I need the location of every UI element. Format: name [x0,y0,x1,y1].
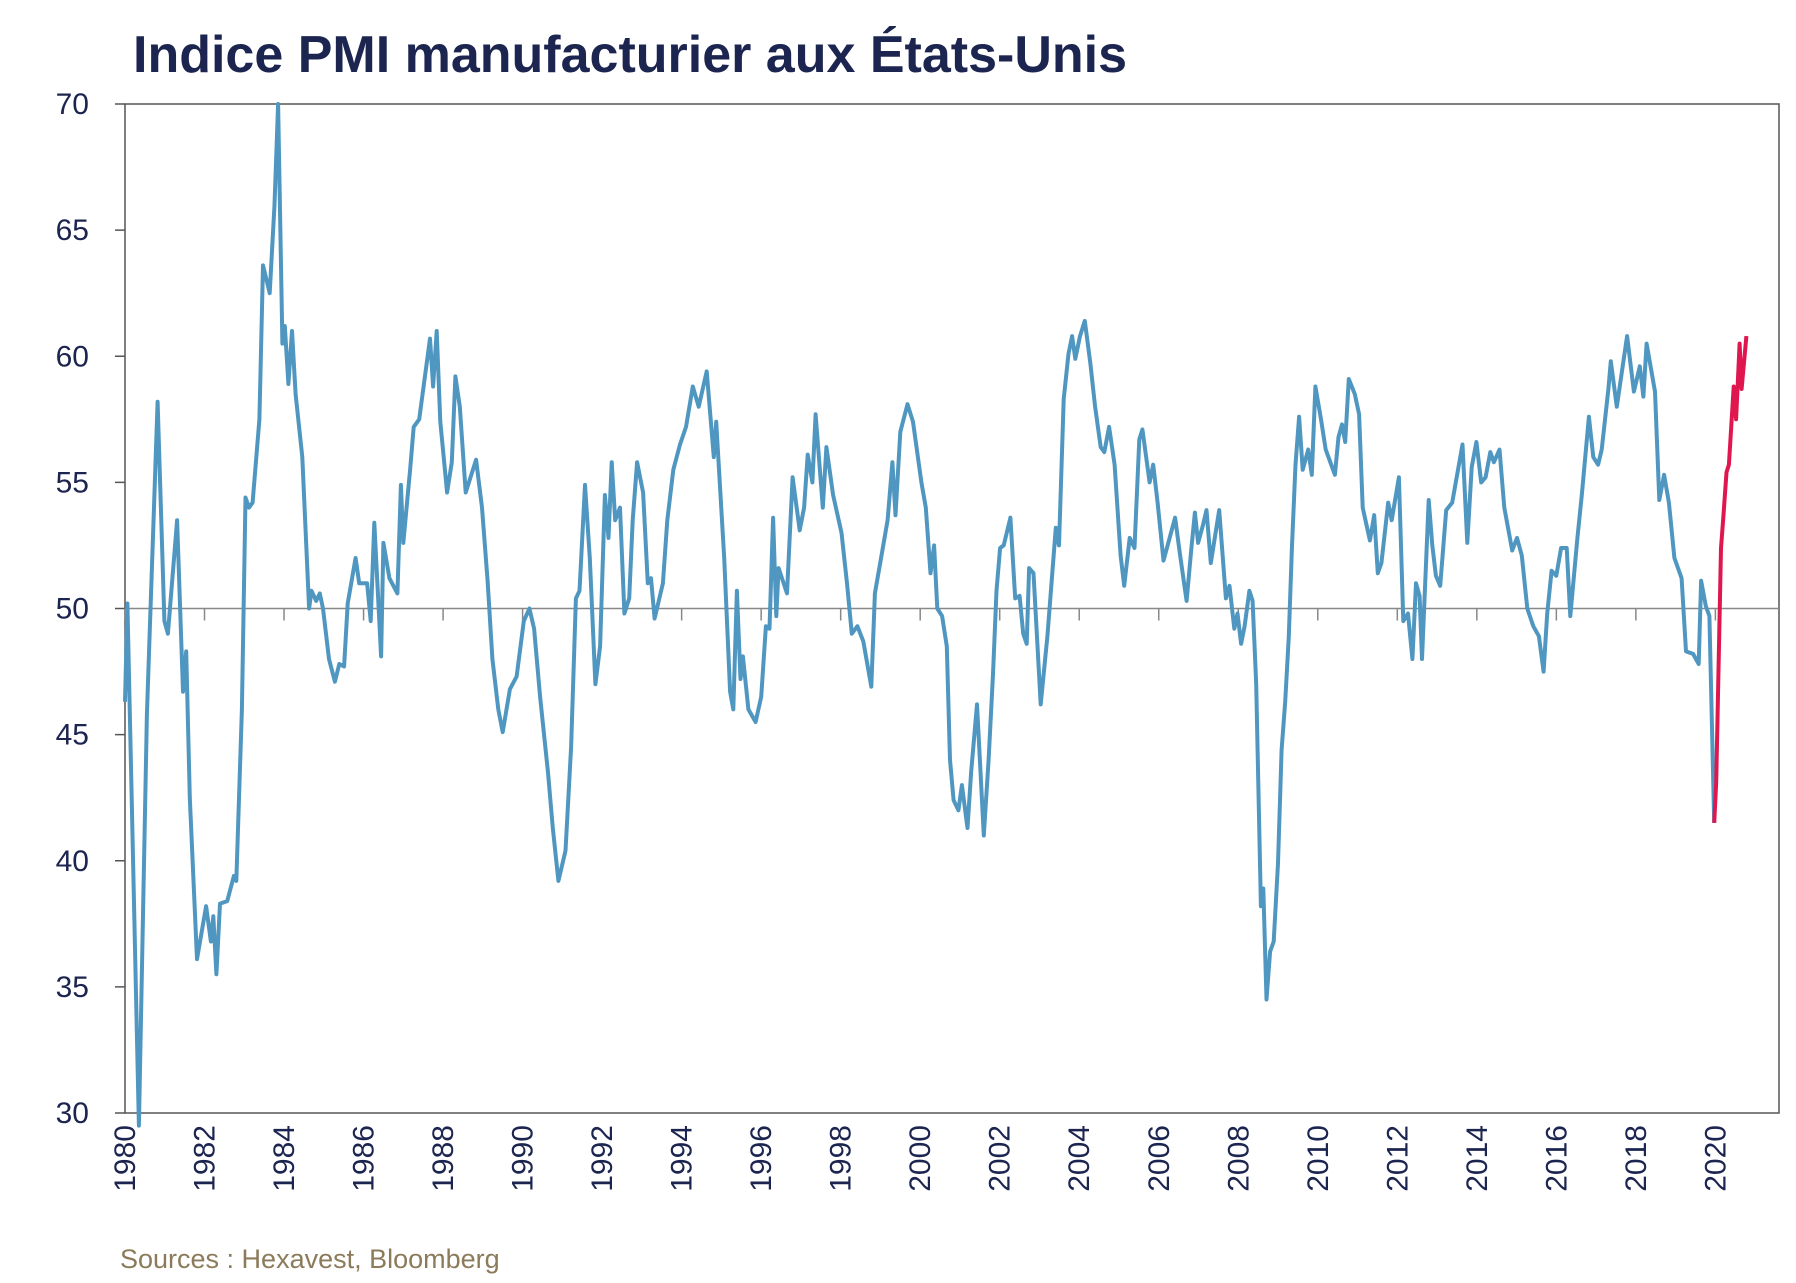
x-tick-label: 2002 [984,1125,1017,1192]
y-tick-label: 70 [56,88,89,121]
y-tick-label: 45 [56,719,89,752]
x-tick-label: 2004 [1063,1125,1096,1192]
x-tick-label: 1982 [189,1125,222,1192]
x-tick-label: 1984 [268,1125,301,1192]
x-tick-label: 2020 [1699,1125,1732,1192]
y-tick-label: 60 [56,340,89,373]
y-tick-label: 30 [56,1097,89,1130]
y-tick-label: 40 [56,845,89,878]
x-tick-label: 2006 [1143,1125,1176,1192]
x-tick-label: 1986 [348,1125,381,1192]
x-tick-label: 1996 [745,1125,778,1192]
y-tick-label: 55 [56,466,89,499]
x-tick-label: 1988 [427,1125,460,1192]
y-tick-label: 65 [56,214,89,247]
source-note: Sources : Hexavest, Bloomberg [120,1244,500,1274]
x-tick-label: 2012 [1381,1125,1414,1192]
x-tick-label: 2010 [1302,1125,1335,1192]
x-tick-label: 1992 [586,1125,619,1192]
x-tick-label: 1994 [666,1125,699,1192]
y-tick-label: 50 [56,593,89,626]
x-tick-label: 2000 [904,1125,937,1192]
x-tick-label: 2018 [1620,1125,1653,1192]
x-tick-label: 2008 [1222,1125,1255,1192]
data-line [1712,335,1749,823]
data-line [123,102,1717,1128]
x-tick-label: 1998 [825,1125,858,1192]
x-tick-label: 1980 [109,1125,142,1192]
x-tick-label: 2016 [1540,1125,1573,1192]
chart-title: Indice PMI manufacturier aux États-Unis [133,26,1127,84]
x-tick-label: 1990 [507,1125,540,1192]
x-tick-label: 2014 [1461,1125,1494,1192]
y-tick-label: 35 [56,971,89,1004]
